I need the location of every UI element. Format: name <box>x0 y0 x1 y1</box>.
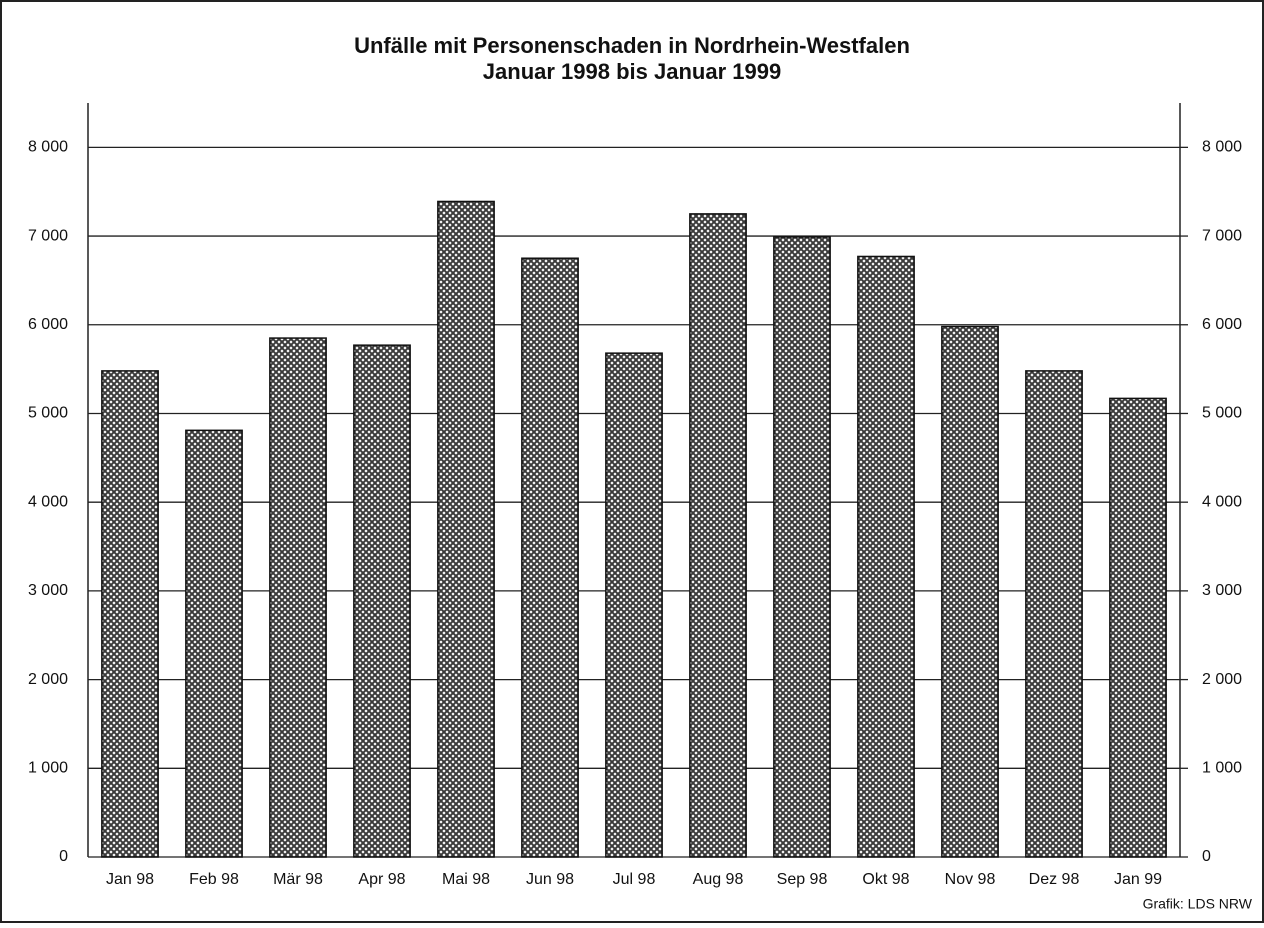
x-tick-label: Sep 98 <box>777 871 828 888</box>
x-tick-label: Okt 98 <box>862 871 909 888</box>
y-tick-label: 5 000 <box>28 405 68 422</box>
bar <box>773 236 831 858</box>
y-tick-label: 1 000 <box>28 760 68 777</box>
y-tick-label: 2 000 <box>28 671 68 688</box>
x-tick-label: Nov 98 <box>945 871 996 888</box>
bar <box>857 255 915 858</box>
y2-tick-label: 4 000 <box>1202 493 1242 510</box>
bar <box>1025 370 1083 858</box>
bar <box>689 213 747 858</box>
bar <box>353 344 411 858</box>
y2-tick-label: 7 000 <box>1202 227 1242 244</box>
x-tick-label: Aug 98 <box>693 871 744 888</box>
y-tick-label: 6 000 <box>28 316 68 333</box>
bar <box>101 370 159 858</box>
y2-tick-label: 5 000 <box>1202 405 1242 422</box>
x-tick-label: Mär 98 <box>273 871 323 888</box>
y-tick-label: 8 000 <box>28 139 68 156</box>
y-tick-label: 4 000 <box>28 493 68 510</box>
y2-tick-label: 0 <box>1202 848 1211 865</box>
y2-tick-label: 1 000 <box>1202 760 1242 777</box>
y-tick-label: 0 <box>59 848 68 865</box>
bar <box>185 429 243 858</box>
x-tick-label: Mai 98 <box>442 871 490 888</box>
y2-tick-label: 8 000 <box>1202 139 1242 156</box>
x-tick-label: Jul 98 <box>613 871 656 888</box>
bar <box>521 257 579 858</box>
bar <box>269 337 327 858</box>
x-tick-label: Jan 98 <box>106 871 154 888</box>
bar <box>941 325 999 858</box>
x-tick-label: Jun 98 <box>526 871 574 888</box>
x-tick-label: Dez 98 <box>1029 871 1080 888</box>
x-tick-label: Feb 98 <box>189 871 239 888</box>
bar <box>605 352 663 858</box>
chart-title: Unfälle mit Personenschaden in Nordrhein… <box>354 33 910 58</box>
y2-tick-label: 3 000 <box>1202 582 1242 599</box>
source-note: Grafik: LDS NRW <box>1143 896 1253 912</box>
bar <box>1109 397 1167 858</box>
y-tick-label: 7 000 <box>28 227 68 244</box>
bar <box>437 200 495 858</box>
x-tick-label: Apr 98 <box>358 871 405 888</box>
y2-tick-label: 2 000 <box>1202 671 1242 688</box>
chart-subtitle: Januar 1998 bis Januar 1999 <box>483 59 781 84</box>
y2-tick-label: 6 000 <box>1202 316 1242 333</box>
x-tick-label: Jan 99 <box>1114 871 1162 888</box>
y-tick-label: 3 000 <box>28 582 68 599</box>
